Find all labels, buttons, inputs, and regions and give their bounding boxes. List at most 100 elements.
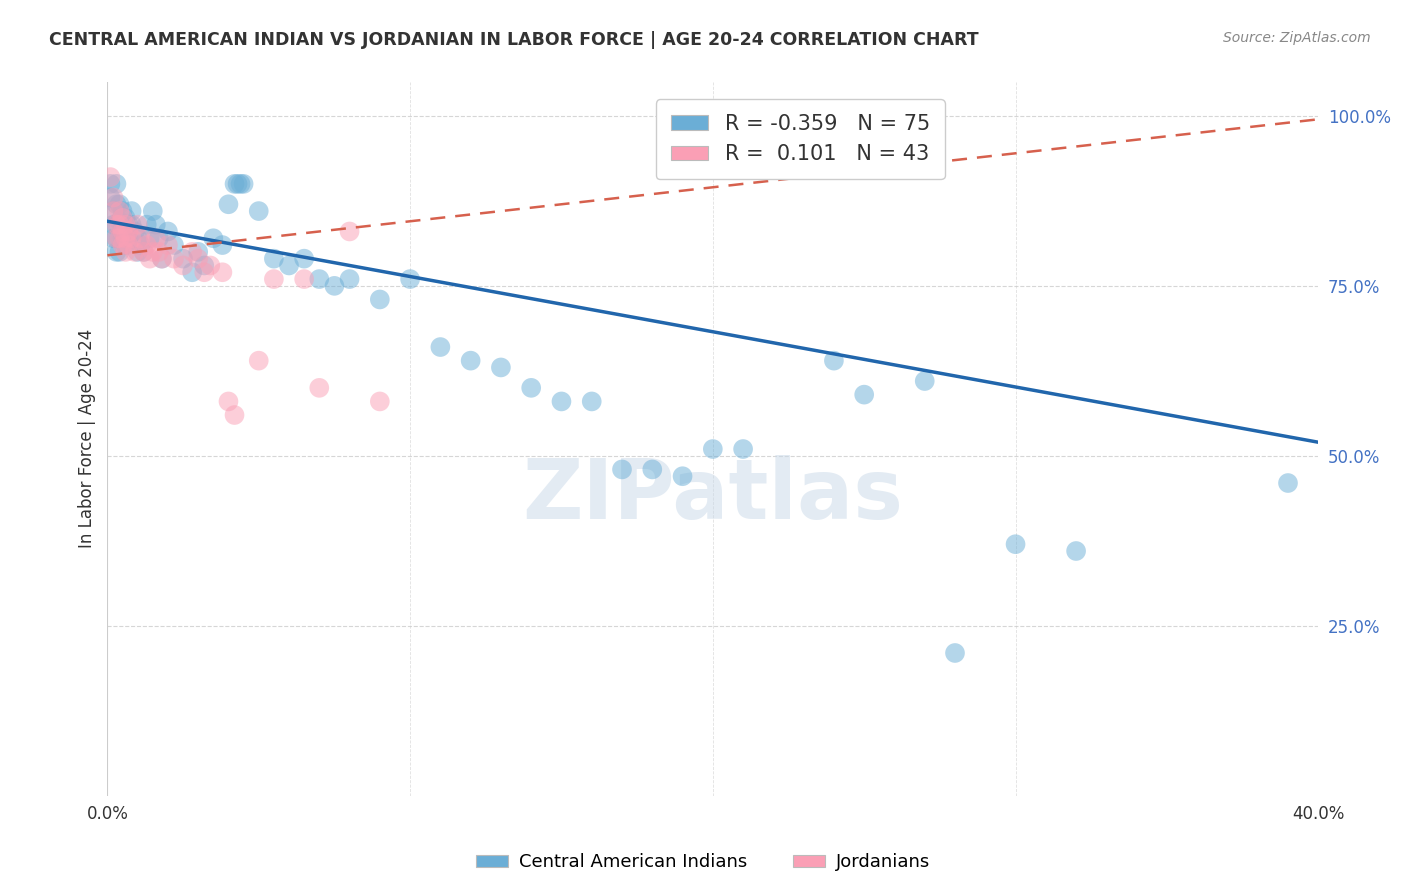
Point [117, 218, 139, 232]
Point [114, 238, 136, 252]
Point [117, 224, 139, 238]
Point [1064, 544, 1087, 558]
Point [211, 238, 233, 252]
Point [148, 244, 170, 259]
Legend: Central American Indians, Jordanians: Central American Indians, Jordanians [468, 847, 938, 879]
Legend: R = -0.359   N = 75, R =  0.101   N = 43: R = -0.359 N = 75, R = 0.101 N = 43 [657, 99, 945, 179]
Point [111, 231, 134, 245]
Point [108, 231, 131, 245]
Point [702, 442, 724, 456]
Point [111, 204, 134, 219]
Point [129, 238, 152, 252]
Point [148, 231, 170, 245]
Point [142, 204, 165, 219]
Text: ZIPatlas: ZIPatlas [523, 456, 903, 536]
Point [114, 218, 136, 232]
Point [105, 177, 128, 191]
Point [103, 204, 125, 219]
Point [103, 231, 125, 245]
Point [108, 218, 131, 232]
Point [211, 265, 233, 279]
Point [114, 231, 136, 245]
Point [117, 238, 139, 252]
Point [105, 218, 128, 232]
Point [127, 244, 149, 259]
Point [733, 442, 755, 456]
Point [368, 293, 391, 307]
Point [853, 387, 876, 401]
Point [610, 462, 633, 476]
Point [1004, 537, 1026, 551]
Point [187, 252, 209, 266]
Point [292, 252, 315, 266]
Text: CENTRAL AMERICAN INDIAN VS JORDANIAN IN LABOR FORCE | AGE 20-24 CORRELATION CHAR: CENTRAL AMERICAN INDIAN VS JORDANIAN IN … [49, 31, 979, 49]
Point [124, 224, 146, 238]
Point [132, 244, 155, 259]
Point [105, 244, 128, 259]
Point [226, 177, 249, 191]
Point [114, 211, 136, 225]
Point [121, 218, 143, 232]
Text: Source: ZipAtlas.com: Source: ZipAtlas.com [1223, 31, 1371, 45]
Point [278, 259, 301, 273]
Point [247, 353, 270, 368]
Point [671, 469, 693, 483]
Point [111, 211, 134, 225]
Point [550, 394, 572, 409]
Point [943, 646, 966, 660]
Point [217, 394, 239, 409]
Point [105, 231, 128, 245]
Point [103, 190, 125, 204]
Point [263, 272, 285, 286]
Point [224, 177, 246, 191]
Point [202, 231, 225, 245]
Point [108, 244, 131, 259]
Point [368, 394, 391, 409]
Point [193, 265, 215, 279]
Point [247, 204, 270, 219]
Point [641, 462, 664, 476]
Point [163, 252, 186, 266]
Point [103, 204, 125, 219]
Point [139, 231, 162, 245]
Point [108, 231, 131, 245]
Point [114, 224, 136, 238]
Point [139, 252, 162, 266]
Point [121, 231, 143, 245]
Point [105, 197, 128, 211]
Point [823, 353, 845, 368]
Y-axis label: In Labor Force | Age 20-24: In Labor Force | Age 20-24 [79, 329, 96, 549]
Point [100, 170, 122, 185]
Point [193, 259, 215, 273]
Point [263, 252, 285, 266]
Point [105, 218, 128, 232]
Point [121, 204, 143, 219]
Point [181, 265, 204, 279]
Point [150, 252, 173, 266]
Point [127, 218, 149, 232]
Point [339, 224, 361, 238]
Point [323, 278, 346, 293]
Point [124, 244, 146, 259]
Point [232, 177, 254, 191]
Point [150, 252, 173, 266]
Point [460, 353, 482, 368]
Point [229, 177, 252, 191]
Point [292, 272, 315, 286]
Point [142, 244, 165, 259]
Point [172, 259, 194, 273]
Point [117, 231, 139, 245]
Point [308, 381, 330, 395]
Point [224, 408, 246, 422]
Point [105, 231, 128, 245]
Point [108, 214, 131, 228]
Point [156, 224, 179, 238]
Point [181, 244, 204, 259]
Point [156, 238, 179, 252]
Point [163, 238, 186, 252]
Point [581, 394, 603, 409]
Point [1277, 476, 1299, 491]
Point [135, 238, 157, 252]
Point [108, 197, 131, 211]
Point [429, 340, 451, 354]
